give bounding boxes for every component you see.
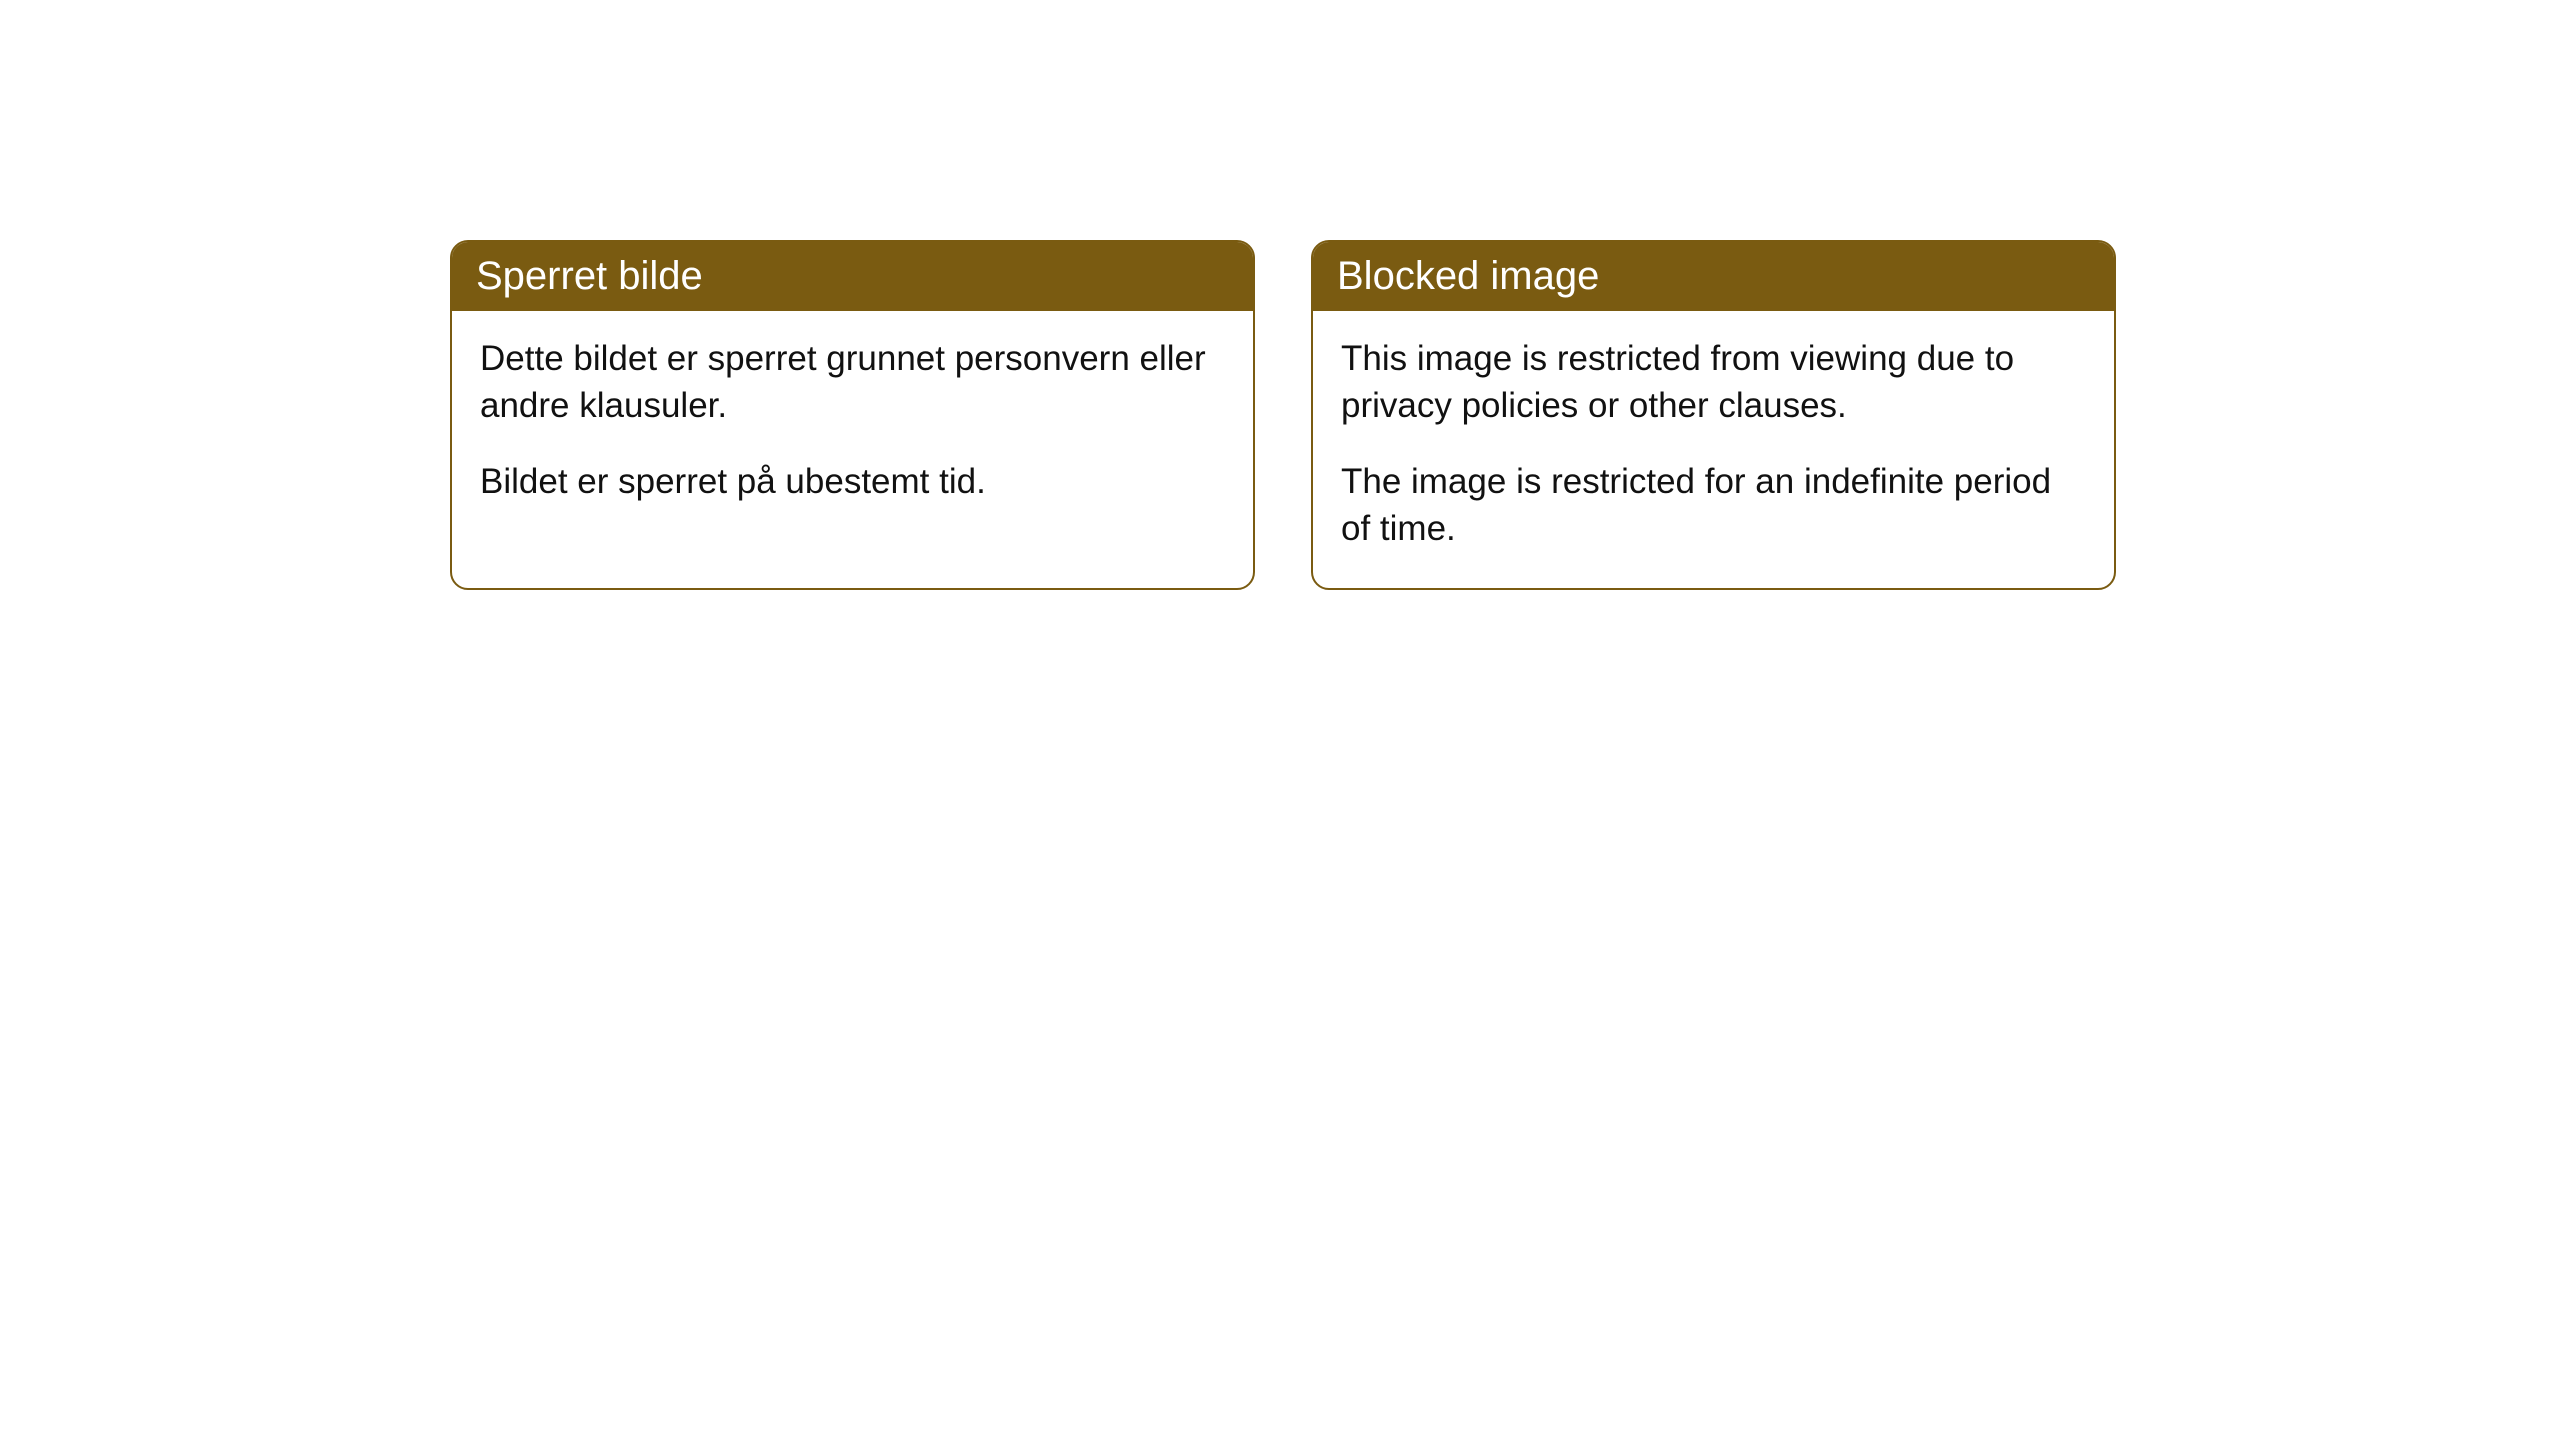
card-header: Sperret bilde (452, 242, 1253, 311)
card-paragraph-1: This image is restricted from viewing du… (1341, 335, 2086, 430)
card-body: Dette bildet er sperret grunnet personve… (452, 311, 1253, 541)
cards-container: Sperret bilde Dette bildet er sperret gr… (450, 240, 2116, 590)
card-title: Blocked image (1337, 254, 1599, 298)
card-title: Sperret bilde (476, 254, 703, 298)
card-paragraph-2: The image is restricted for an indefinit… (1341, 458, 2086, 553)
card-header: Blocked image (1313, 242, 2114, 311)
blocked-image-card-norwegian: Sperret bilde Dette bildet er sperret gr… (450, 240, 1255, 590)
blocked-image-card-english: Blocked image This image is restricted f… (1311, 240, 2116, 590)
card-paragraph-1: Dette bildet er sperret grunnet personve… (480, 335, 1225, 430)
card-paragraph-2: Bildet er sperret på ubestemt tid. (480, 458, 1225, 505)
card-body: This image is restricted from viewing du… (1313, 311, 2114, 588)
